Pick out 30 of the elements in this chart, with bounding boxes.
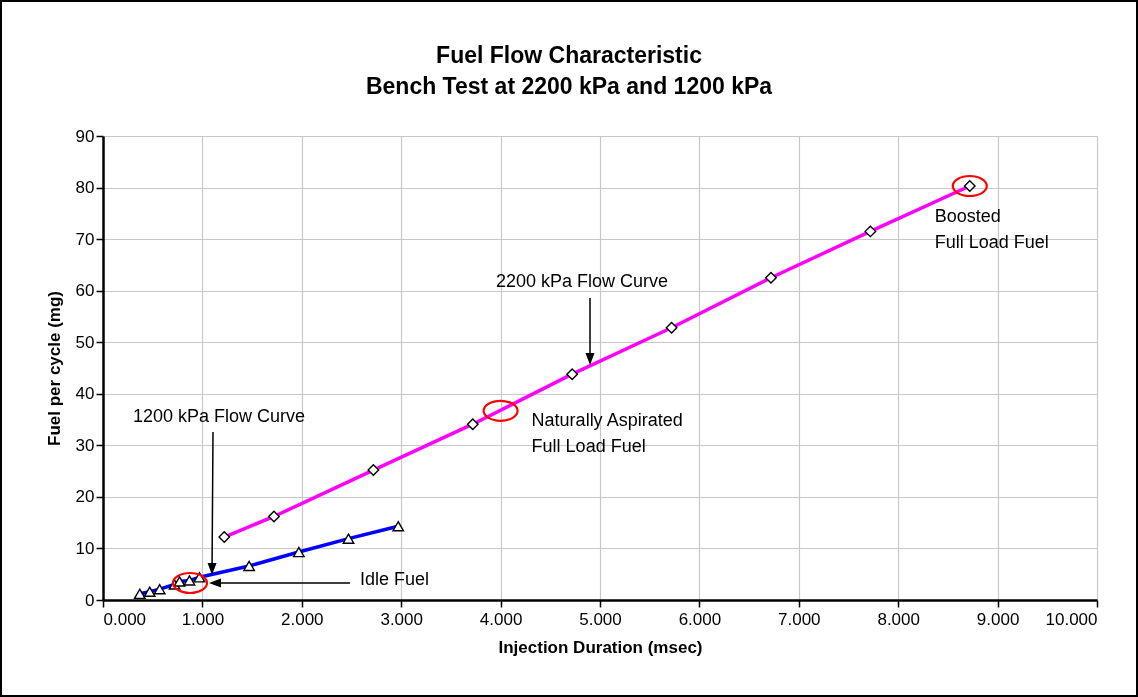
x-tick-label: 5.000 xyxy=(579,609,622,629)
y-tick-label: 60 xyxy=(75,281,95,301)
x-tick-label: 3.000 xyxy=(380,609,423,629)
x-tick-label: 1.000 xyxy=(181,609,225,629)
chart-title: Fuel Flow Characteristic xyxy=(436,42,703,68)
x-tick-label: 4.000 xyxy=(479,609,523,629)
x-tick-label: 8.000 xyxy=(877,609,920,629)
x-tick-label: 6.000 xyxy=(678,609,722,629)
x-tick-label: 9.000 xyxy=(976,609,1020,629)
y-tick-label: 40 xyxy=(75,384,95,404)
x-tick-label: 10.000 xyxy=(1045,609,1098,629)
y-tick-label: 90 xyxy=(75,126,95,146)
y-tick-label: 30 xyxy=(75,435,95,455)
x-tick-label: 0.000 xyxy=(103,609,147,629)
annotation: Boosted Full Load Fuel xyxy=(934,206,1049,253)
y-tick-label: 10 xyxy=(75,538,95,558)
annotation: 1200 kPa Flow Curve xyxy=(132,406,306,426)
annotation: Idle Fuel xyxy=(360,569,430,589)
y-tick-label: 50 xyxy=(75,332,95,352)
annotation: Naturally Aspirated Full Load Fuel xyxy=(531,409,683,456)
x-axis-title: Injection Duration (msec) xyxy=(498,637,703,657)
chart-subtitle: Bench Test at 2200 kPa and 1200 kPa xyxy=(365,73,773,99)
x-tick-label: 7.000 xyxy=(778,609,821,629)
y-tick-label: 0 xyxy=(85,590,95,610)
y-axis-title: Fuel per cycle (mg) xyxy=(44,291,64,446)
y-tick-label: 80 xyxy=(75,178,95,198)
y-tick-label: 70 xyxy=(75,229,95,249)
annotation: 2200 kPa Flow Curve xyxy=(495,271,669,291)
x-tick-label: 2.000 xyxy=(281,609,324,629)
y-tick-label: 20 xyxy=(75,487,95,507)
